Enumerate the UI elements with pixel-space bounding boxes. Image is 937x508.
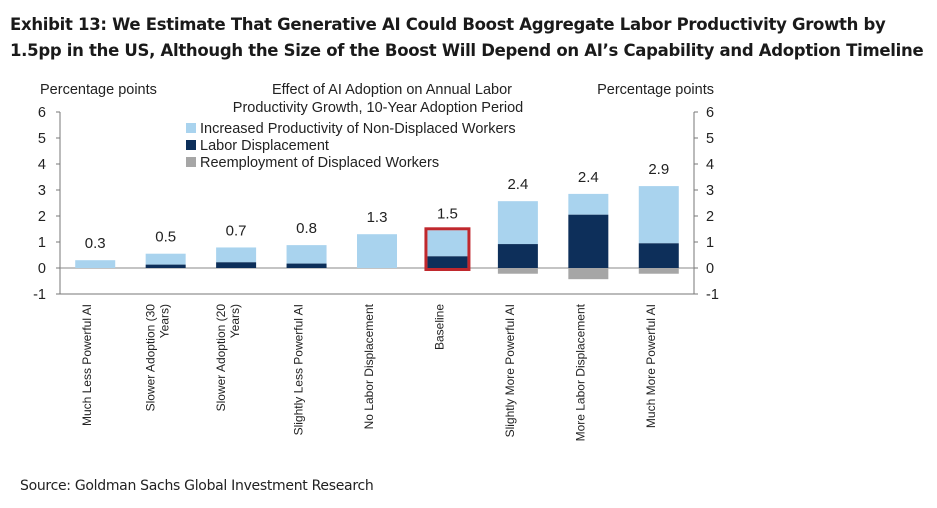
y-tick-label-right: 5 [706, 131, 714, 147]
y-tick-label-right: 0 [706, 261, 714, 277]
bar-segment-series-1 [638, 186, 679, 244]
legend-label-series-1: Increased Productivity of Non-Displaced … [200, 121, 516, 137]
y-tick-label-left: 1 [38, 235, 46, 251]
y-tick-label-left: 6 [38, 105, 46, 121]
y-tick-label-left: 2 [38, 209, 46, 225]
bar-segment-series-2 [638, 243, 679, 268]
data-label: 0.5 [155, 229, 176, 246]
y-tick-label-right: 3 [706, 183, 714, 199]
data-label: 2.4 [507, 176, 528, 193]
x-tick-label: Slower Adoption (30Years) [144, 304, 172, 412]
chart-title-line-1: Effect of AI Adoption on Annual Labor [272, 82, 512, 98]
data-label: 0.7 [226, 222, 247, 239]
x-tick-label: Much More Powerful AI [644, 304, 658, 428]
y-tick-label-right: 6 [706, 105, 714, 121]
data-label: 1.5 [437, 205, 458, 222]
bar-segment-series-1 [145, 253, 186, 265]
y-tick-label-left: 3 [38, 183, 46, 199]
legend: Increased Productivity of Non-Displaced … [186, 121, 516, 171]
bar-segment-series-2 [145, 264, 186, 268]
y-tick-label-left: 0 [38, 261, 46, 277]
y-tick-label-left: 4 [38, 157, 46, 173]
legend-label-series-2: Labor Displacement [200, 138, 329, 154]
legend-swatch-series-2 [186, 140, 196, 150]
bar-segment-series-2 [427, 256, 468, 268]
y-tick-label-right: 4 [706, 157, 714, 173]
bar-segment-series-2 [568, 214, 609, 268]
bar-segment-series-1 [286, 245, 327, 264]
x-tick-label: More Labor Displacement [573, 303, 587, 441]
y-tick-label-left: -1 [33, 287, 46, 303]
data-label: 0.3 [85, 235, 106, 252]
plot-area: 6 6 5 5 4 4 3 3 2 2 1 1 0 0 -1 -1 0.3 Much Less Powerful … [33, 105, 719, 441]
legend-swatch-series-1 [186, 123, 196, 133]
chart-title-line-2: Productivity Growth, 10-Year Adoption Pe… [233, 100, 523, 116]
bar-segment-series-3 [638, 268, 679, 274]
x-tick-label: Baseline [432, 304, 446, 350]
x-tick-label: Slower Adoption (20Years) [214, 304, 242, 412]
x-tick-label: No Labor Displacement [362, 303, 376, 429]
bar-segment-series-1 [497, 201, 538, 245]
right-axis-label: Percentage points [597, 82, 714, 98]
data-label: 2.4 [578, 169, 599, 186]
source-note: Source: Goldman Sachs Global Investment … [20, 478, 374, 494]
bar-segment-series-2 [216, 262, 257, 268]
bar-segment-series-1 [568, 193, 609, 215]
bar-segment-series-1 [216, 247, 257, 263]
data-label: 1.3 [367, 209, 388, 226]
legend-label-series-3: Reemployment of Displaced Workers [200, 155, 439, 171]
y-tick-label-right: 1 [706, 235, 714, 251]
exhibit-title: Exhibit 13: We Estimate That Generative … [10, 15, 924, 60]
bar-segment-series-3 [497, 268, 538, 274]
bar-segment-series-1 [357, 234, 397, 268]
bar-segment-series-1 [75, 260, 116, 268]
x-tick-label: Slightly Less Powerful AI [292, 304, 306, 435]
bar-segment-series-2 [497, 244, 538, 268]
data-label: 0.8 [296, 220, 317, 237]
bar-segment-series-2 [286, 263, 327, 268]
left-axis-label: Percentage points [40, 82, 157, 98]
bar-segment-series-3 [568, 268, 609, 280]
data-label: 2.9 [648, 161, 669, 178]
x-tick-label: Slightly More Powerful AI [503, 304, 517, 437]
bar-segment-series-1 [427, 230, 468, 257]
baseline-highlight-box [424, 227, 471, 272]
y-tick-label-right: 2 [706, 209, 714, 225]
legend-swatch-series-3 [186, 157, 196, 167]
x-tick-label: Much Less Powerful AI [80, 304, 94, 426]
y-tick-label-right: -1 [706, 287, 719, 303]
y-tick-label-left: 5 [38, 131, 46, 147]
